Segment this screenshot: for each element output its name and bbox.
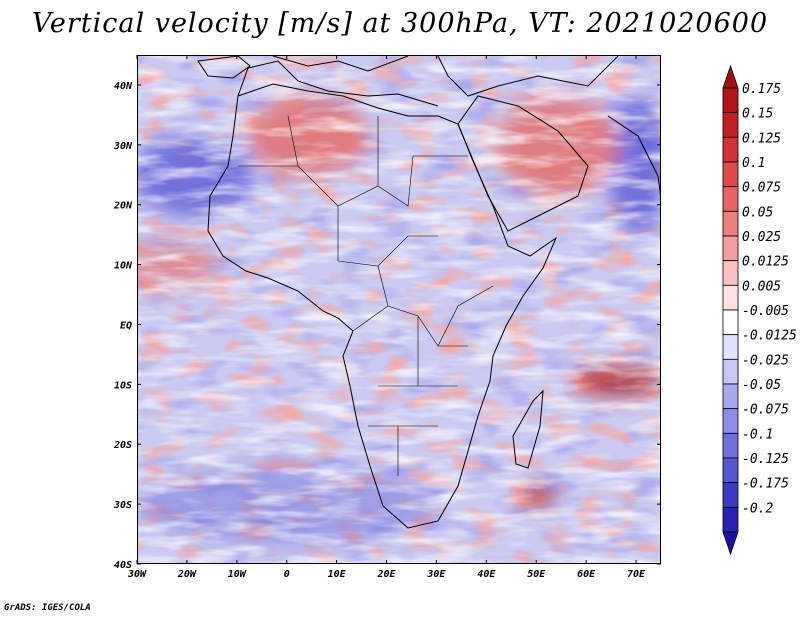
colorbar-level-label: -0.2 bbox=[742, 501, 773, 516]
colorbar-swatch bbox=[722, 210, 739, 237]
madagascar bbox=[512, 389, 544, 469]
lon-tick-label: 10E bbox=[328, 569, 347, 580]
colorbar-level-label: -0.0125 bbox=[742, 329, 797, 344]
arabian-peninsula bbox=[457, 95, 589, 232]
colorbar-swatch bbox=[722, 334, 739, 360]
colorbar-swatch bbox=[722, 161, 739, 188]
field-blue-south bbox=[138, 466, 438, 546]
europe-south bbox=[272, 56, 409, 72]
colorbar-swatch bbox=[722, 457, 739, 484]
colorbar-swatch bbox=[722, 136, 739, 163]
colorbar-swatch bbox=[722, 432, 739, 459]
field-large-scale bbox=[138, 96, 660, 546]
colorbar-level-label: 0.025 bbox=[742, 230, 781, 245]
map-title: Vertical velocity [m/s] at 300hPa, VT: 2… bbox=[31, 8, 769, 39]
colorbar-swatch bbox=[722, 260, 739, 286]
colorbar-swatch bbox=[722, 87, 739, 114]
field-red-se bbox=[523, 484, 553, 508]
colorbar-swatch bbox=[722, 284, 739, 311]
colorbar-level-label: 0.175 bbox=[742, 82, 781, 97]
colorbar-swatch bbox=[722, 112, 739, 138]
colorbar: 0.175 0.15 0.125 0.1 0.075 0.05 0.025 0.0125 0.0… bbox=[722, 64, 797, 556]
colorbar-swatch bbox=[722, 506, 739, 533]
lat-tick-label: 30S bbox=[113, 500, 132, 511]
colorbar-swatch bbox=[722, 482, 739, 508]
field-deep-blue-nw bbox=[138, 136, 253, 216]
colorbar-swatch bbox=[722, 235, 739, 262]
map-panel[interactable] bbox=[137, 55, 661, 564]
vertical-velocity-field bbox=[138, 56, 660, 563]
colorbar-level-label: -0.075 bbox=[742, 403, 789, 418]
colorbar-level-label: 0.125 bbox=[742, 131, 781, 146]
grads-credit: GrADS: IGES/COLA bbox=[4, 603, 91, 613]
colorbar-level-label: -0.005 bbox=[742, 304, 789, 319]
lon-tick-label: 30W bbox=[127, 569, 147, 580]
border-lines-north bbox=[238, 115, 468, 267]
colorbar-level-label: 0.1 bbox=[742, 156, 765, 171]
colorbar-top-arrow bbox=[722, 64, 739, 89]
colorbar-level-label: -0.175 bbox=[742, 477, 789, 492]
colorbar-swatch bbox=[722, 383, 739, 410]
colorbar-swatch bbox=[722, 309, 739, 336]
iberia bbox=[197, 56, 251, 79]
field-red-arabia bbox=[498, 96, 618, 196]
colorbar-swatch bbox=[722, 408, 739, 434]
field-red-sahara bbox=[248, 96, 368, 176]
lon-tick-label: 40E bbox=[477, 569, 496, 580]
lon-tick-label: 70E bbox=[627, 569, 646, 580]
lon-tick-label: 0 bbox=[284, 569, 290, 580]
colorbar-level-label: 0.075 bbox=[742, 181, 781, 196]
colorbar-level-label: -0.125 bbox=[742, 452, 789, 467]
coastlines bbox=[197, 56, 660, 529]
lon-tick-label: 10W bbox=[228, 569, 247, 580]
colorbar-level-label: 0.15 bbox=[742, 107, 773, 122]
lat-tick-label: 10S bbox=[114, 380, 132, 391]
lon-tick-label: 20E bbox=[376, 569, 396, 580]
colorbar-level-label: 0.0125 bbox=[742, 255, 789, 270]
lat-tick-label: 40S bbox=[114, 560, 132, 571]
middle-east bbox=[437, 56, 619, 97]
colorbar-level-label: 0.05 bbox=[742, 205, 773, 220]
lat-tick-label: 10N bbox=[114, 261, 133, 272]
colorbar-level-label: -0.05 bbox=[742, 378, 781, 393]
mediterranean-coast bbox=[237, 60, 439, 107]
lon-tick-label: 30E bbox=[426, 569, 446, 580]
field-deep-blue-ne bbox=[608, 96, 660, 236]
latitude-ticks: 40N 30N 20N 10N EQ 10S 20S 30S 40S bbox=[113, 81, 661, 571]
longitude-ticks: 30W 20W 10W 0 10E 20E 30E 40E 50E 60E 70E bbox=[127, 55, 646, 580]
lon-tick-label: 60E bbox=[577, 569, 596, 580]
country-borders bbox=[238, 115, 494, 476]
colorbar-swatch bbox=[722, 358, 739, 385]
colorbar-level-label: -0.025 bbox=[742, 353, 789, 368]
colorbar-level-label: 0.005 bbox=[742, 279, 781, 294]
lon-tick-label: 20W bbox=[177, 569, 197, 580]
lon-tick-label: 50E bbox=[527, 569, 546, 580]
field-red-atlantic bbox=[138, 241, 218, 291]
lat-tick-label: 30N bbox=[113, 141, 133, 152]
africa-coastline bbox=[207, 83, 558, 529]
lat-tick-label: 40N bbox=[114, 81, 133, 92]
lat-tick-label: EQ bbox=[120, 320, 132, 331]
india bbox=[607, 115, 660, 195]
lat-tick-label: 20N bbox=[113, 201, 133, 212]
colorbar-swatch bbox=[722, 186, 739, 212]
lat-tick-label: 20S bbox=[113, 440, 132, 451]
border-lines-central bbox=[352, 265, 494, 476]
field-red-indian bbox=[573, 366, 660, 396]
colorbar-level-label: -0.1 bbox=[742, 427, 773, 442]
colorbar-bottom-arrow bbox=[722, 531, 739, 556]
